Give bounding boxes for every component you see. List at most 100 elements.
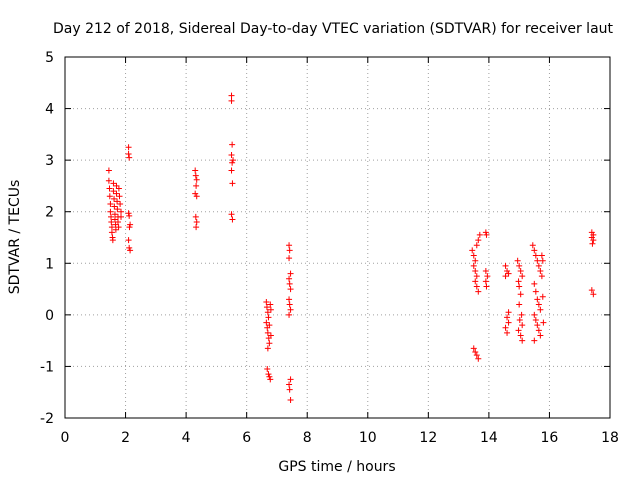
x-tick-label: 12 — [419, 430, 437, 446]
data-point — [590, 291, 597, 298]
data-point — [515, 327, 522, 334]
data-point — [114, 219, 121, 226]
data-point — [267, 332, 274, 339]
data-point — [475, 355, 482, 362]
data-point — [505, 270, 512, 277]
data-point — [538, 252, 545, 259]
data-point — [263, 298, 270, 305]
data-point — [538, 273, 545, 280]
y-tick-label: 5 — [45, 50, 54, 66]
data-point — [111, 216, 118, 223]
data-point — [118, 208, 125, 215]
data-point — [108, 224, 115, 231]
data-points — [105, 92, 597, 403]
data-point — [126, 224, 133, 231]
data-point — [193, 176, 200, 183]
data-point — [473, 283, 480, 290]
data-point — [108, 213, 115, 220]
data-point — [518, 311, 525, 318]
data-point — [125, 210, 132, 217]
data-point — [484, 273, 491, 280]
data-point — [535, 301, 542, 308]
data-point — [470, 252, 477, 259]
data-point — [105, 167, 112, 174]
data-point — [267, 301, 274, 308]
data-point — [193, 182, 200, 189]
data-point — [470, 345, 477, 352]
data-point — [229, 216, 236, 223]
y-tick-label: 0 — [45, 308, 54, 324]
data-point — [531, 247, 538, 254]
data-point — [517, 291, 524, 298]
data-point — [111, 211, 118, 218]
x-tick-label: 2 — [121, 430, 130, 446]
data-point — [516, 283, 523, 290]
data-point — [125, 237, 132, 244]
data-point — [515, 278, 522, 285]
data-point — [125, 150, 132, 157]
data-point — [286, 275, 293, 282]
data-point — [473, 273, 480, 280]
y-axis-label: SDTVAR / TECUs — [7, 180, 23, 295]
data-point — [126, 212, 133, 219]
data-point — [112, 226, 119, 233]
data-point — [472, 348, 479, 355]
data-point — [116, 193, 123, 200]
data-point — [266, 373, 273, 380]
data-point — [114, 206, 121, 213]
data-point — [110, 180, 117, 187]
data-point — [504, 314, 511, 321]
data-point — [264, 366, 271, 373]
chart-title: Day 212 of 2018, Sidereal Day-to-day VTE… — [53, 21, 614, 37]
data-point — [127, 221, 134, 228]
data-point — [266, 340, 273, 347]
data-point — [516, 262, 523, 269]
data-point — [531, 280, 538, 287]
data-point — [504, 329, 511, 336]
data-point — [534, 296, 541, 303]
data-point — [473, 352, 480, 359]
x-tick-label: 10 — [359, 430, 377, 446]
data-point — [505, 319, 512, 326]
data-point — [193, 193, 200, 200]
data-point — [115, 185, 122, 192]
data-point — [532, 317, 539, 324]
data-point — [537, 332, 544, 339]
data-point — [193, 219, 200, 226]
data-point — [267, 306, 274, 313]
data-point — [532, 252, 539, 259]
y-tick-label: 3 — [45, 153, 54, 169]
data-point — [502, 324, 509, 331]
data-point — [107, 208, 114, 215]
data-point — [229, 159, 236, 166]
data-point — [228, 151, 235, 158]
data-point — [529, 242, 536, 249]
data-point — [263, 319, 270, 326]
data-point — [106, 185, 113, 192]
data-point — [519, 273, 526, 280]
x-tick-label: 8 — [303, 430, 312, 446]
data-point — [502, 273, 509, 280]
data-point — [287, 270, 294, 277]
data-point — [265, 371, 272, 378]
data-point — [287, 396, 294, 403]
data-point — [534, 257, 541, 264]
data-point — [286, 381, 293, 388]
data-point — [111, 203, 118, 210]
data-point — [286, 386, 293, 393]
data-point — [228, 92, 235, 99]
data-point — [532, 288, 539, 295]
data-point — [537, 268, 544, 275]
data-point — [286, 296, 293, 303]
data-point — [475, 237, 482, 244]
data-point — [192, 167, 199, 174]
data-point — [588, 287, 595, 294]
data-point — [470, 262, 477, 269]
data-point — [539, 257, 546, 264]
data-point — [517, 332, 524, 339]
data-point — [264, 329, 271, 336]
data-point — [589, 240, 596, 247]
data-point — [228, 167, 235, 174]
y-tick-label: 1 — [45, 256, 54, 272]
